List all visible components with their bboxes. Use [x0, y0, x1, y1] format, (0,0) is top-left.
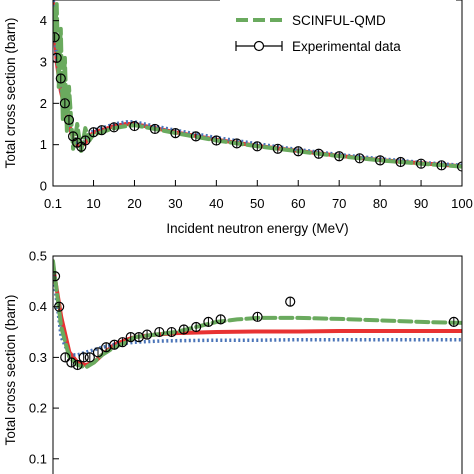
- top-experimental-point: [170, 127, 181, 139]
- bot-experimental-point: [178, 324, 189, 335]
- top-experimental-point: [108, 122, 120, 133]
- top-experimental-point: [272, 143, 283, 154]
- top-y-axis-label: Total cross section (barn): [3, 18, 18, 169]
- top-experimental-point: [456, 161, 462, 172]
- top-experimental-point: [313, 148, 324, 159]
- top-experimental-point: [80, 135, 91, 146]
- top-experimental-point: [375, 155, 386, 166]
- top-x-tick-label: 20: [127, 196, 141, 211]
- top-experimental-point: [211, 135, 222, 146]
- top-x-tick-label: 60: [291, 196, 305, 211]
- bot-experimental-point: [252, 311, 263, 322]
- bot-experimental-point: [78, 352, 89, 363]
- top-experimental-point: [129, 120, 140, 132]
- top-experimental-point: [436, 160, 447, 171]
- bot-experimental-point: [285, 296, 296, 307]
- bot-y-tick-label: 0.3: [29, 350, 47, 365]
- top-x-tick-label: 30: [168, 196, 182, 211]
- bot-experimental-point: [60, 352, 71, 363]
- legend-label-scinful: SCINFUL-QMD: [292, 13, 386, 28]
- top-y-tick-label: 3: [40, 55, 47, 70]
- top-experimental-point: [231, 138, 242, 149]
- top-y-tick-label: 2: [40, 96, 47, 111]
- bottom-plot-frame: [52, 255, 463, 474]
- top-experimental-point: [252, 141, 263, 152]
- legend-label-experimental: Experimental data: [292, 39, 401, 54]
- top-experimental-point: [415, 158, 427, 169]
- legend: SCINFUL-QMD Experimental data: [220, 0, 456, 64]
- top-experimental-point: [53, 32, 60, 43]
- top-x-axis-label: Incident neutron energy (MeV): [166, 221, 348, 236]
- top-x-tick-label: 80: [373, 196, 387, 211]
- bot-y-tick-label: 0.4: [29, 299, 47, 314]
- top-x-tick-label: 90: [414, 196, 428, 211]
- bot-experimental-point: [117, 337, 128, 348]
- top-experimental-point: [354, 153, 365, 164]
- panel-bottom: 0.1 0.2 0.3 0.4 0.5 Total cross section (bar…: [3, 249, 463, 474]
- top-x-tick-label: 100: [451, 196, 473, 211]
- bot-experimental-point: [72, 359, 83, 371]
- bot-experimental-point: [448, 316, 459, 328]
- bot-experimental-point: [166, 326, 177, 338]
- bot-y-tick-label: 0.1: [29, 451, 47, 466]
- top-x-tick-label: 70: [332, 196, 346, 211]
- bot-y-tick-label: 0.5: [29, 249, 47, 264]
- bottom-y-axis: 0.1 0.2 0.3 0.4 0.5: [29, 249, 59, 466]
- top-experimental-point: [55, 73, 66, 84]
- top-y-axis: 0 1 2 3 4: [40, 13, 59, 194]
- top-experimental-point: [395, 156, 406, 168]
- top-experimental-point: [293, 146, 304, 157]
- top-x-axis: 0.1 10 20 30 40 50 60 70 80 90 100: [44, 180, 473, 211]
- top-x-tick-label: 0.1: [44, 196, 62, 211]
- top-experimental-point: [334, 151, 345, 162]
- top-experimental-point: [63, 114, 75, 125]
- bot-experimental-point: [53, 271, 61, 282]
- bot-experimental-point: [203, 316, 214, 328]
- top-experimental-point: [59, 98, 70, 109]
- bot-experimental-point: [191, 321, 202, 333]
- legend-swatch-experimental-marker: [253, 40, 265, 52]
- bot-experimental-point: [154, 326, 165, 338]
- top-x-tick-label: 50: [250, 196, 264, 211]
- top-y-tick-label: 4: [40, 13, 47, 28]
- bot-experimental-point: [66, 357, 77, 368]
- bot-y-tick-label: 0.2: [29, 401, 47, 416]
- bot-experimental-point: [84, 352, 95, 363]
- top-x-tick-label: 40: [209, 196, 223, 211]
- bot-experimental-point: [215, 314, 226, 325]
- top-plot-area: [53, 0, 462, 172]
- legend-background: [220, 0, 456, 64]
- bot-experimental-point: [92, 347, 104, 358]
- top-experimental-point: [96, 125, 107, 136]
- top-experimental-point: [190, 131, 201, 142]
- bot-experimental-point: [125, 332, 136, 343]
- panel-top: 0.1 10 20 30 40 50 60 70 80 90 100 0 1 2 3 4 Incident …: [3, 0, 473, 236]
- bot-experimental-point: [141, 329, 153, 340]
- top-y-tick-label: 0: [40, 179, 47, 194]
- top-experimental-point: [149, 123, 161, 135]
- top-x-tick-label: 10: [86, 196, 100, 211]
- bottom-y-axis-label: Total cross section (barn): [3, 295, 18, 446]
- bottom-plot-area: [53, 259, 462, 371]
- top-y-tick-label: 1: [40, 137, 47, 152]
